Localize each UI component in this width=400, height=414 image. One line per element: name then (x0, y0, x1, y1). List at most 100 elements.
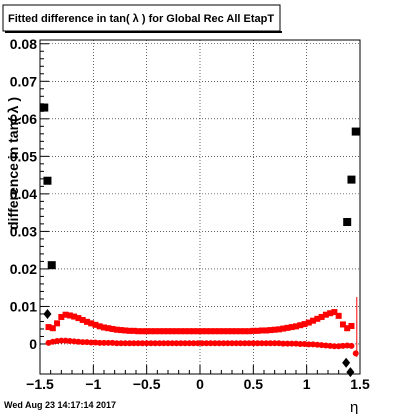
data-point (169, 328, 176, 335)
data-point (344, 325, 351, 332)
series-3 (45, 337, 359, 357)
data-point (54, 320, 61, 327)
data-layer (40, 103, 360, 378)
data-point (135, 328, 142, 335)
data-point (351, 127, 360, 136)
data-point (229, 340, 235, 347)
data-point (246, 328, 253, 335)
data-point (160, 340, 167, 347)
data-point (310, 317, 317, 324)
y-tick-label: 0.08 (10, 36, 37, 52)
series-2 (45, 309, 355, 335)
data-point (348, 322, 355, 329)
data-point (347, 175, 356, 184)
data-point (190, 340, 197, 347)
data-point (250, 340, 257, 347)
data-point (220, 340, 227, 347)
data-point (126, 327, 133, 334)
data-point (139, 340, 146, 347)
data-point (335, 312, 342, 319)
series-0 (40, 103, 360, 270)
data-point (348, 342, 355, 349)
data-point (301, 321, 308, 328)
data-point (43, 176, 52, 185)
data-point (288, 340, 295, 347)
x-tick-label: 0.5 (244, 376, 264, 392)
data-point (45, 324, 52, 331)
data-point (101, 339, 107, 346)
data-point (216, 340, 223, 347)
data-point (47, 261, 56, 270)
y-tick-label: 0.07 (10, 73, 37, 89)
data-point (224, 328, 231, 335)
data-point (211, 340, 218, 347)
y-tick-label: 0.03 (10, 223, 37, 239)
data-point (203, 340, 210, 347)
data-point (130, 340, 137, 347)
plot-frame (39, 39, 361, 375)
data-point (241, 340, 248, 347)
data-point (275, 326, 282, 333)
data-point (113, 326, 120, 333)
data-point (254, 327, 261, 334)
data-point (165, 340, 171, 347)
data-point (58, 313, 65, 320)
data-point (258, 340, 265, 347)
y-tick-label: 0.06 (10, 111, 37, 127)
data-point (182, 340, 189, 347)
title-box (2, 4, 281, 32)
data-point (109, 325, 116, 332)
data-point (207, 328, 214, 335)
data-point (297, 340, 304, 347)
data-point (327, 310, 334, 317)
data-point (143, 340, 150, 347)
data-point (118, 340, 125, 347)
data-point (71, 313, 78, 320)
data-point (237, 328, 244, 335)
data-point (346, 367, 355, 378)
data-point (199, 340, 206, 347)
data-point (305, 319, 312, 326)
data-point (169, 340, 176, 347)
data-point (105, 325, 112, 332)
data-point (331, 309, 338, 316)
data-point (305, 341, 312, 348)
data-point (101, 324, 107, 331)
data-point (211, 328, 218, 335)
data-point (224, 340, 231, 347)
data-point (66, 312, 73, 319)
data-point (96, 323, 103, 330)
data-point (280, 340, 287, 347)
data-point (160, 328, 167, 335)
data-point (113, 340, 120, 347)
data-point (58, 337, 65, 344)
data-point (263, 327, 270, 334)
data-point (254, 340, 261, 347)
data-point (342, 357, 351, 368)
data-point (135, 340, 142, 347)
data-point (331, 343, 338, 350)
chart-title: Fitted difference in tan( λ ) for Global… (8, 13, 274, 25)
data-point (118, 327, 125, 334)
data-point (156, 340, 163, 347)
data-point (139, 328, 146, 335)
data-point (314, 315, 321, 322)
data-point (207, 340, 214, 347)
data-point (83, 318, 90, 325)
data-point (130, 327, 137, 334)
data-point (147, 328, 154, 335)
data-point (79, 339, 86, 346)
data-point (126, 340, 133, 347)
data-point (267, 340, 274, 347)
data-point (284, 340, 291, 347)
data-point (75, 315, 82, 322)
data-point (194, 340, 201, 347)
x-tick-label: −1.5 (26, 376, 54, 392)
x-tick-label: −1 (85, 376, 101, 392)
x-tick-label: 0 (196, 376, 204, 392)
data-point (258, 327, 265, 334)
data-point (237, 340, 244, 347)
data-point (122, 340, 129, 347)
x-tick-label: 1.5 (350, 376, 370, 392)
